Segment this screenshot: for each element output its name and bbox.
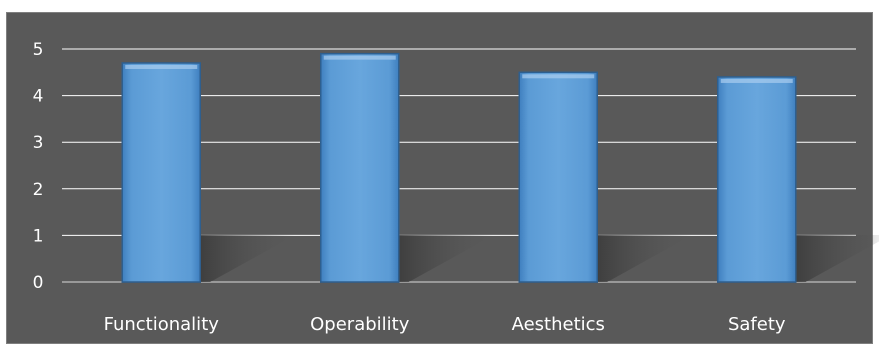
bar-bevel [323,55,396,60]
bar-shadow [398,235,494,282]
bar-bevel [720,78,793,83]
bar-shadow [200,235,296,282]
bar-operability [320,52,400,283]
y-tick-label: 4 [33,87,44,107]
bar-safety [717,76,797,283]
x-category-label: Functionality [104,314,220,335]
y-axis-ticks: 0 1 2 3 4 5 [33,40,44,293]
y-tick-label: 2 [33,180,44,200]
x-axis-labels: Functionality Operability Aesthetics Safety [104,314,786,335]
x-category-label: Aesthetics [512,314,605,335]
bar-bevel [522,74,595,79]
bar-shadow [597,235,693,282]
bar-bevel [125,64,198,69]
x-category-label: Operability [310,314,410,335]
x-category-label: Safety [728,314,786,335]
bar-shadows [200,235,879,282]
bar-aesthetics [518,71,598,283]
y-tick-label: 1 [33,226,44,246]
bar-shadow [795,235,879,282]
y-tick-label: 5 [33,40,44,60]
y-tick-label: 3 [33,133,44,153]
bar-functionality [121,62,201,283]
bars [121,52,797,283]
y-tick-label: 0 [33,273,44,293]
